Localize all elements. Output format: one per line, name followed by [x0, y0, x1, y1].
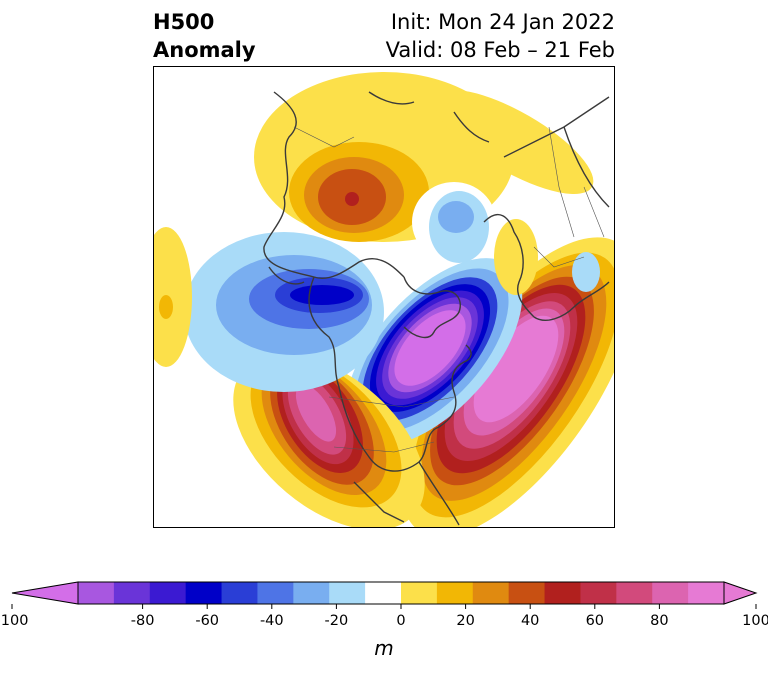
colorbar-cell: [365, 582, 402, 604]
valid-range: Valid: 08 Feb – 21 Feb: [385, 38, 615, 62]
colorbar-cells: [11, 581, 758, 605]
colorbar-cell: [149, 582, 187, 604]
colorbar-cell: [78, 582, 115, 604]
positive-anomaly-western-north-america: [233, 354, 425, 527]
colorbar-cell: [580, 582, 617, 604]
colorbar-cell: [508, 582, 546, 604]
colorbar-cell: [221, 582, 258, 604]
colorbar-tick-label: 60: [585, 613, 605, 629]
colorbar-cell: [401, 582, 438, 604]
title-subtitle: Anomaly: [153, 38, 256, 62]
colorbar-tick-label: -80: [130, 613, 155, 629]
positive-anomaly-north-atlantic: [401, 237, 614, 527]
colorbar-extend-high: [723, 581, 758, 605]
colorbar-cell: [113, 582, 151, 604]
negative-anomaly-hudson-bay: [345, 258, 523, 446]
colorbar-tick-label: 40: [520, 613, 540, 629]
colorbar-cell: [185, 582, 223, 604]
colorbar-tick-label: 100: [742, 613, 768, 629]
init-date: Init: Mon 24 Jan 2022: [390, 10, 615, 34]
colorbar-cell: [544, 582, 581, 604]
colorbar-tick-label: -60: [195, 613, 220, 629]
colorbar-unit-label: m: [374, 636, 394, 660]
colorbar-cell: [652, 582, 689, 604]
map-panel: [153, 66, 615, 528]
country-borders: [293, 126, 605, 453]
colorbar-cell: [436, 582, 474, 604]
colorbar-tick-label: 20: [456, 613, 475, 629]
positive-anomaly-pacific-edge: [154, 227, 192, 367]
negative-anomaly-arctic: [412, 182, 496, 263]
colorbar-tick-label: -40: [259, 613, 284, 629]
colorbar-extend-low: [11, 581, 79, 605]
negative-anomaly-north-pacific: [184, 232, 384, 392]
positive-anomaly-europe: [494, 219, 600, 295]
colorbar-cell: [688, 582, 725, 604]
colorbar-ticks: [11, 604, 757, 609]
colorbar-tick-label: -100: [0, 613, 29, 629]
colorbar-cell: [257, 582, 294, 604]
colorbar-cell: [293, 582, 330, 604]
forecast-dates: Init: Mon 24 Jan 2022 Valid: 08 Feb – 21…: [386, 8, 615, 64]
colorbar-tick-label: -20: [324, 613, 349, 629]
colorbar-cell: [616, 582, 653, 604]
colorbar: [11, 581, 758, 609]
title-variable: H500: [153, 10, 215, 34]
anomaly-map: [154, 72, 614, 527]
coastlines: [263, 91, 610, 526]
chart-title: H500 Anomaly: [153, 8, 256, 64]
colorbar-cell: [472, 582, 510, 604]
colorbar-tick-label: 80: [650, 613, 669, 629]
colorbar-cell: [329, 582, 366, 604]
colorbar-tick-label: 0: [396, 613, 406, 629]
